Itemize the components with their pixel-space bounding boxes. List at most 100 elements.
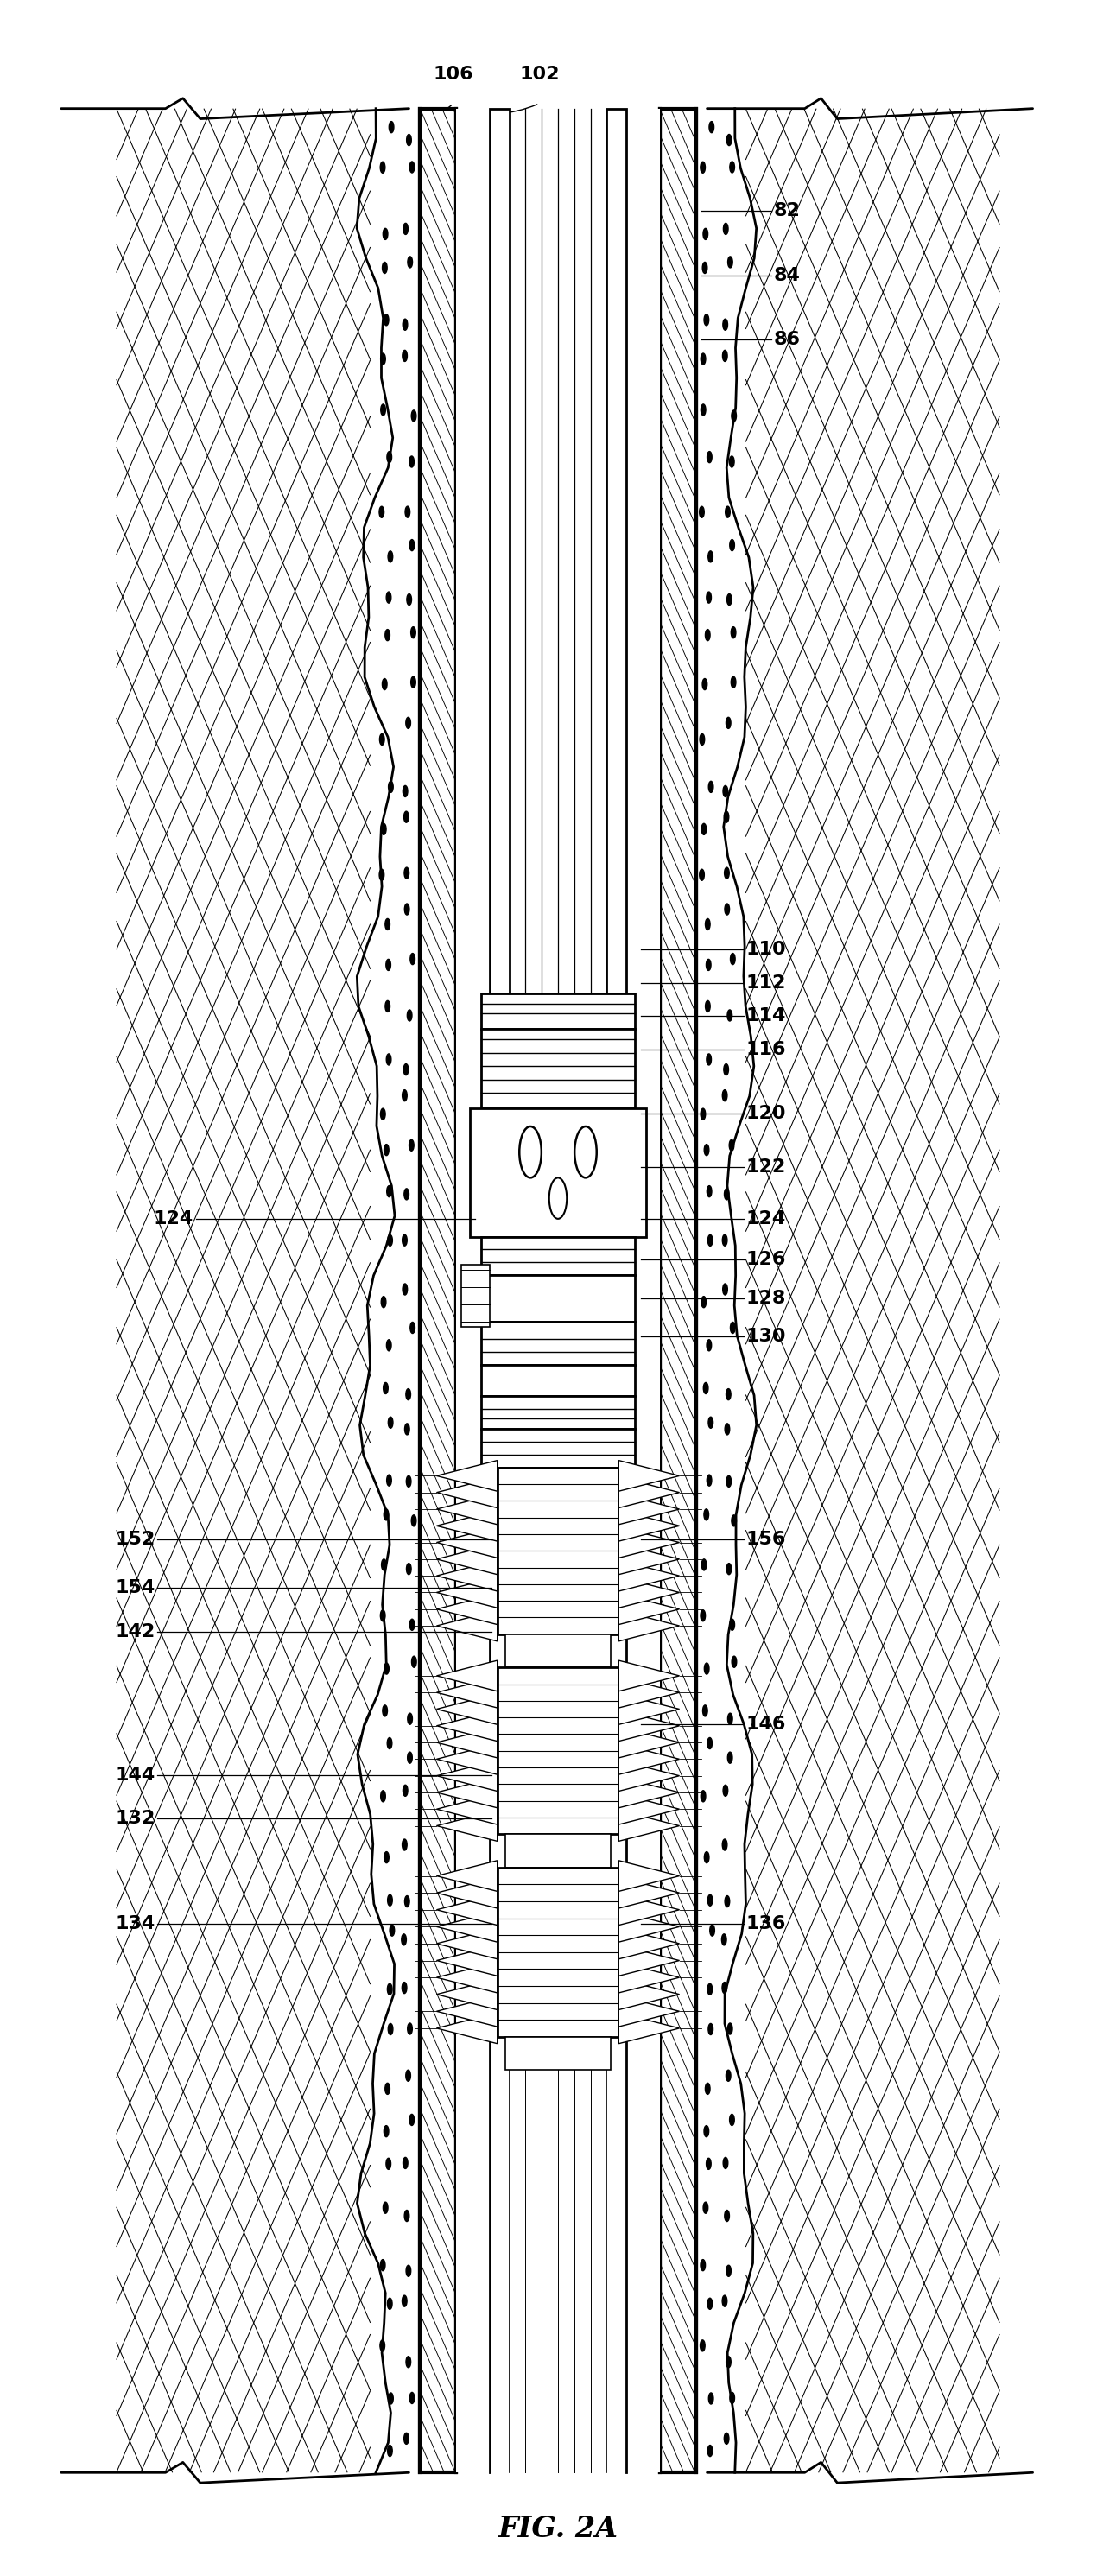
Bar [481,994,635,1028]
Circle shape [723,786,728,796]
Circle shape [722,1234,728,1247]
Circle shape [412,410,416,422]
Circle shape [731,677,735,688]
Polygon shape [436,1911,498,1942]
Bar [116,108,376,2473]
Circle shape [387,1234,393,1247]
Polygon shape [436,1878,498,1909]
Polygon shape [618,1893,680,1924]
Circle shape [405,507,410,518]
Circle shape [701,1108,705,1121]
Circle shape [704,1144,709,1157]
Text: 84: 84 [773,265,800,283]
Circle shape [407,1752,412,1765]
Circle shape [388,1417,393,1427]
Circle shape [724,811,729,822]
Circle shape [703,1705,708,1716]
Polygon shape [618,1945,680,1976]
Circle shape [725,507,730,518]
Circle shape [702,1558,706,1571]
Circle shape [700,868,704,881]
Circle shape [407,2022,412,2035]
Circle shape [724,2210,730,2221]
Circle shape [387,1185,392,1198]
Circle shape [384,314,388,325]
Circle shape [708,551,713,562]
Circle shape [384,1664,389,1674]
Circle shape [725,2071,731,2081]
Circle shape [706,2159,711,2169]
Text: 130: 130 [745,1329,786,1345]
Circle shape [388,551,393,562]
Circle shape [704,314,709,325]
Circle shape [708,1234,713,1247]
Polygon shape [436,1777,498,1808]
Circle shape [405,1425,410,1435]
Circle shape [381,1610,385,1620]
Polygon shape [436,1610,498,1641]
Text: 132: 132 [115,1811,155,1826]
Circle shape [701,404,705,415]
Circle shape [402,1935,406,1945]
Circle shape [410,456,414,466]
Polygon shape [618,1677,680,1708]
Circle shape [404,811,408,822]
Circle shape [411,626,415,639]
Circle shape [549,1177,567,1218]
Circle shape [386,1054,392,1064]
Circle shape [730,1620,734,1631]
Circle shape [402,1234,407,1247]
Bar [481,1365,635,1396]
Circle shape [385,629,389,641]
Circle shape [383,229,387,240]
Polygon shape [618,1461,680,1492]
Circle shape [727,2264,731,2277]
Circle shape [727,1476,731,1486]
Polygon shape [618,1759,680,1790]
Circle shape [701,2259,705,2272]
Circle shape [404,1064,408,1074]
Circle shape [381,162,385,173]
Circle shape [705,2084,710,2094]
Polygon shape [618,1793,680,1824]
Bar [660,108,696,2473]
Polygon shape [436,1860,498,1891]
Text: 154: 154 [115,1579,155,1597]
Polygon shape [618,2012,680,2043]
Polygon shape [618,1695,680,1723]
Circle shape [386,592,391,603]
Circle shape [728,1713,732,1723]
Polygon shape [436,1929,498,1958]
Bar [696,108,740,2473]
Circle shape [406,2357,411,2367]
Circle shape [722,1839,728,1850]
Circle shape [411,677,416,688]
Polygon shape [618,1878,680,1909]
Circle shape [700,2339,705,2352]
Circle shape [709,781,713,793]
Polygon shape [436,1978,498,2009]
Circle shape [708,1984,712,1994]
Circle shape [379,734,384,744]
Circle shape [723,2156,728,2169]
Text: 116: 116 [745,1041,786,1059]
Circle shape [404,1188,408,1200]
Circle shape [402,1090,407,1100]
Circle shape [723,1785,728,1795]
Polygon shape [436,1528,498,1558]
Circle shape [403,1785,407,1795]
Polygon shape [436,1811,498,1842]
Circle shape [387,1893,393,1906]
Circle shape [403,350,407,361]
Text: 110: 110 [745,940,786,958]
Polygon shape [436,1577,498,1607]
Circle shape [724,1188,729,1200]
Circle shape [404,2432,408,2445]
Circle shape [389,1924,394,1937]
Text: 124: 124 [154,1211,194,1226]
Bar [420,108,456,2473]
Circle shape [708,2298,712,2308]
Polygon shape [436,1595,498,1625]
Text: 142: 142 [115,1623,155,1641]
Circle shape [384,1144,388,1157]
